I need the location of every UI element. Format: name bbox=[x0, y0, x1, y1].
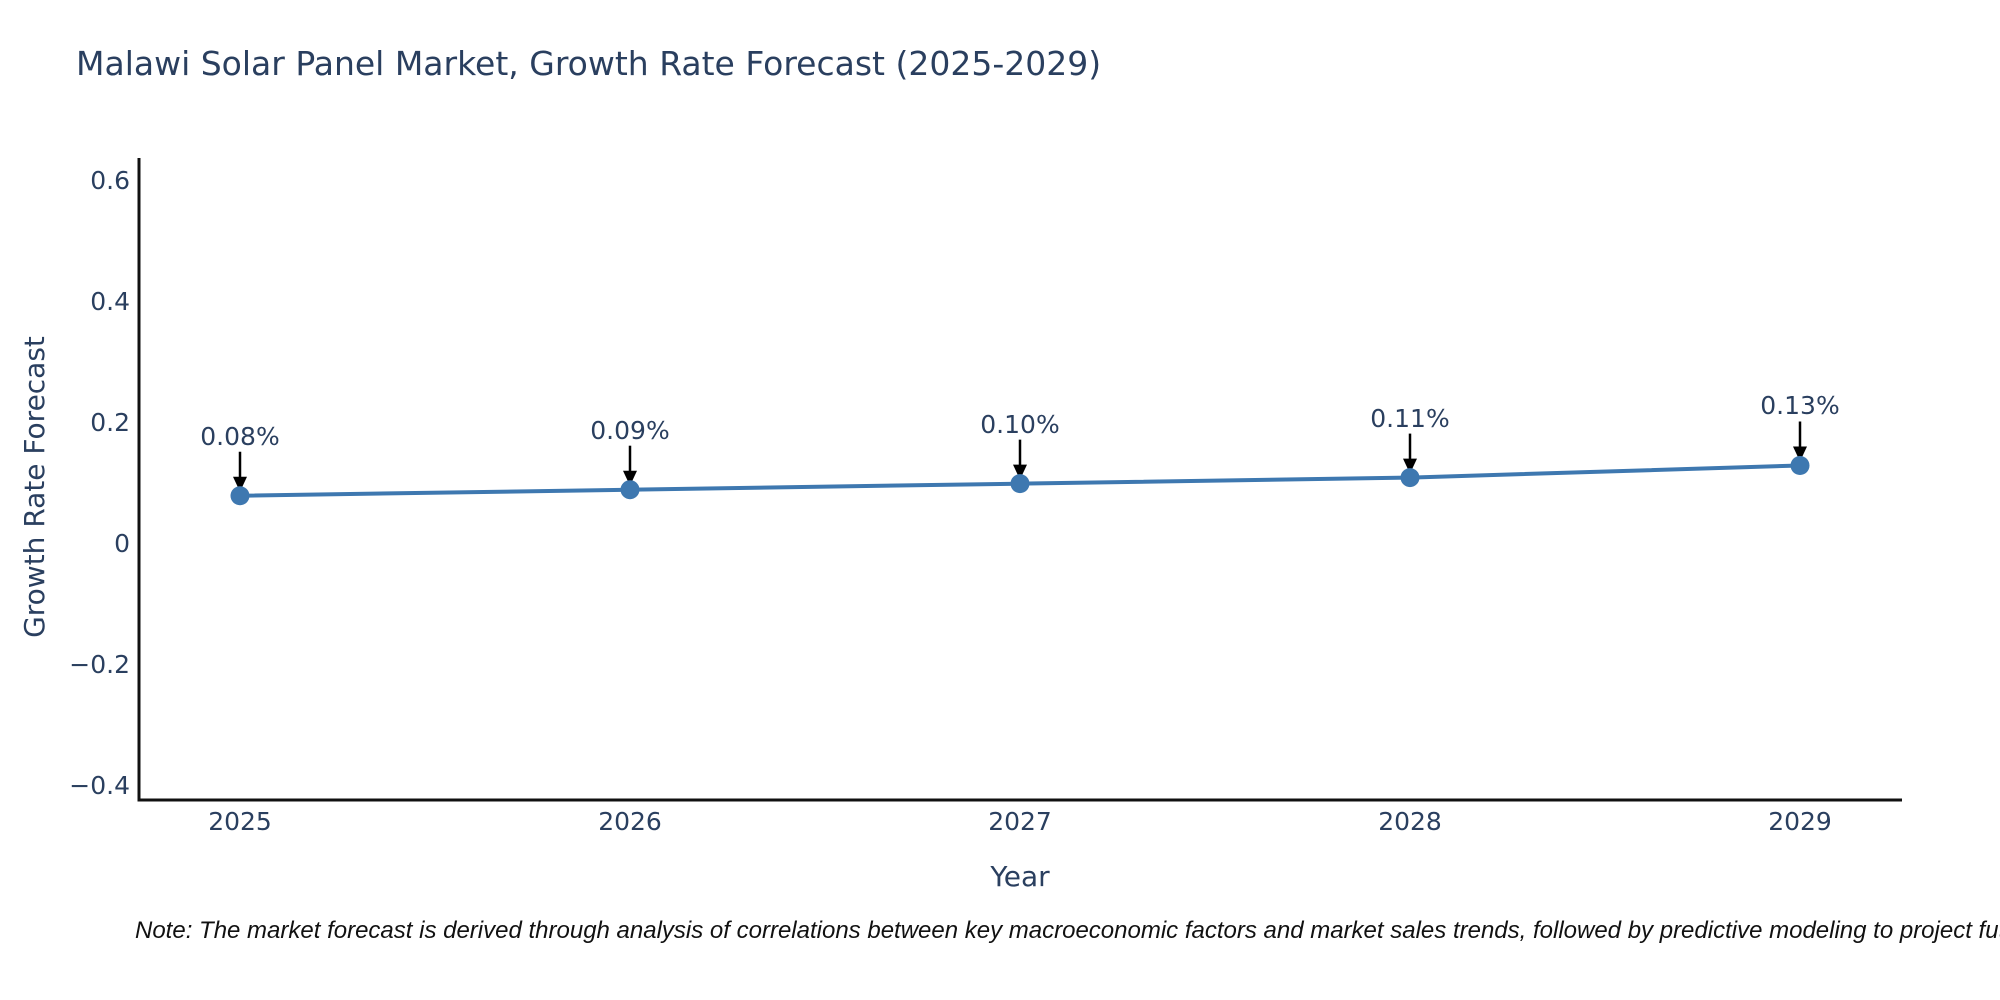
x-tick-label: 2028 bbox=[1378, 807, 1442, 836]
y-tick-label: 0.6 bbox=[90, 166, 130, 196]
data-point-marker bbox=[620, 480, 640, 500]
x-tick-label: 2026 bbox=[598, 807, 662, 836]
x-tick-label: 2029 bbox=[1768, 807, 1832, 836]
annotation-arrowhead bbox=[623, 470, 637, 486]
y-tick-label: 0 bbox=[114, 529, 130, 559]
y-axis-title: Growth Rate Forecast bbox=[18, 336, 51, 638]
data-point-marker bbox=[1790, 455, 1810, 475]
annotation-arrowhead bbox=[1403, 458, 1417, 474]
data-point-marker bbox=[1010, 474, 1030, 494]
annotation-arrowhead bbox=[1793, 446, 1807, 462]
x-axis-title: Year bbox=[990, 860, 1050, 893]
y-tick-label: −0.2 bbox=[69, 650, 130, 680]
point-value-label: 0.08% bbox=[200, 421, 280, 451]
x-tick-label: 2027 bbox=[988, 807, 1052, 836]
y-tick-label: −0.4 bbox=[69, 771, 130, 801]
point-value-label: 0.10% bbox=[980, 409, 1060, 439]
x-tick-label: 2025 bbox=[208, 807, 272, 836]
chart-title: Malawi Solar Panel Market, Growth Rate F… bbox=[76, 44, 1102, 83]
footnote: Note: The market forecast is derived thr… bbox=[135, 917, 2000, 944]
annotation-arrowhead bbox=[233, 476, 247, 492]
point-value-label: 0.09% bbox=[590, 415, 670, 445]
y-tick-label: 0.2 bbox=[90, 408, 130, 438]
point-value-label: 0.11% bbox=[1370, 403, 1450, 433]
point-value-label: 0.13% bbox=[1760, 391, 1840, 421]
data-point-marker bbox=[230, 486, 250, 506]
data-point-marker bbox=[1400, 468, 1420, 488]
y-tick-label: 0.4 bbox=[90, 287, 130, 317]
annotation-arrowhead bbox=[1013, 464, 1027, 480]
